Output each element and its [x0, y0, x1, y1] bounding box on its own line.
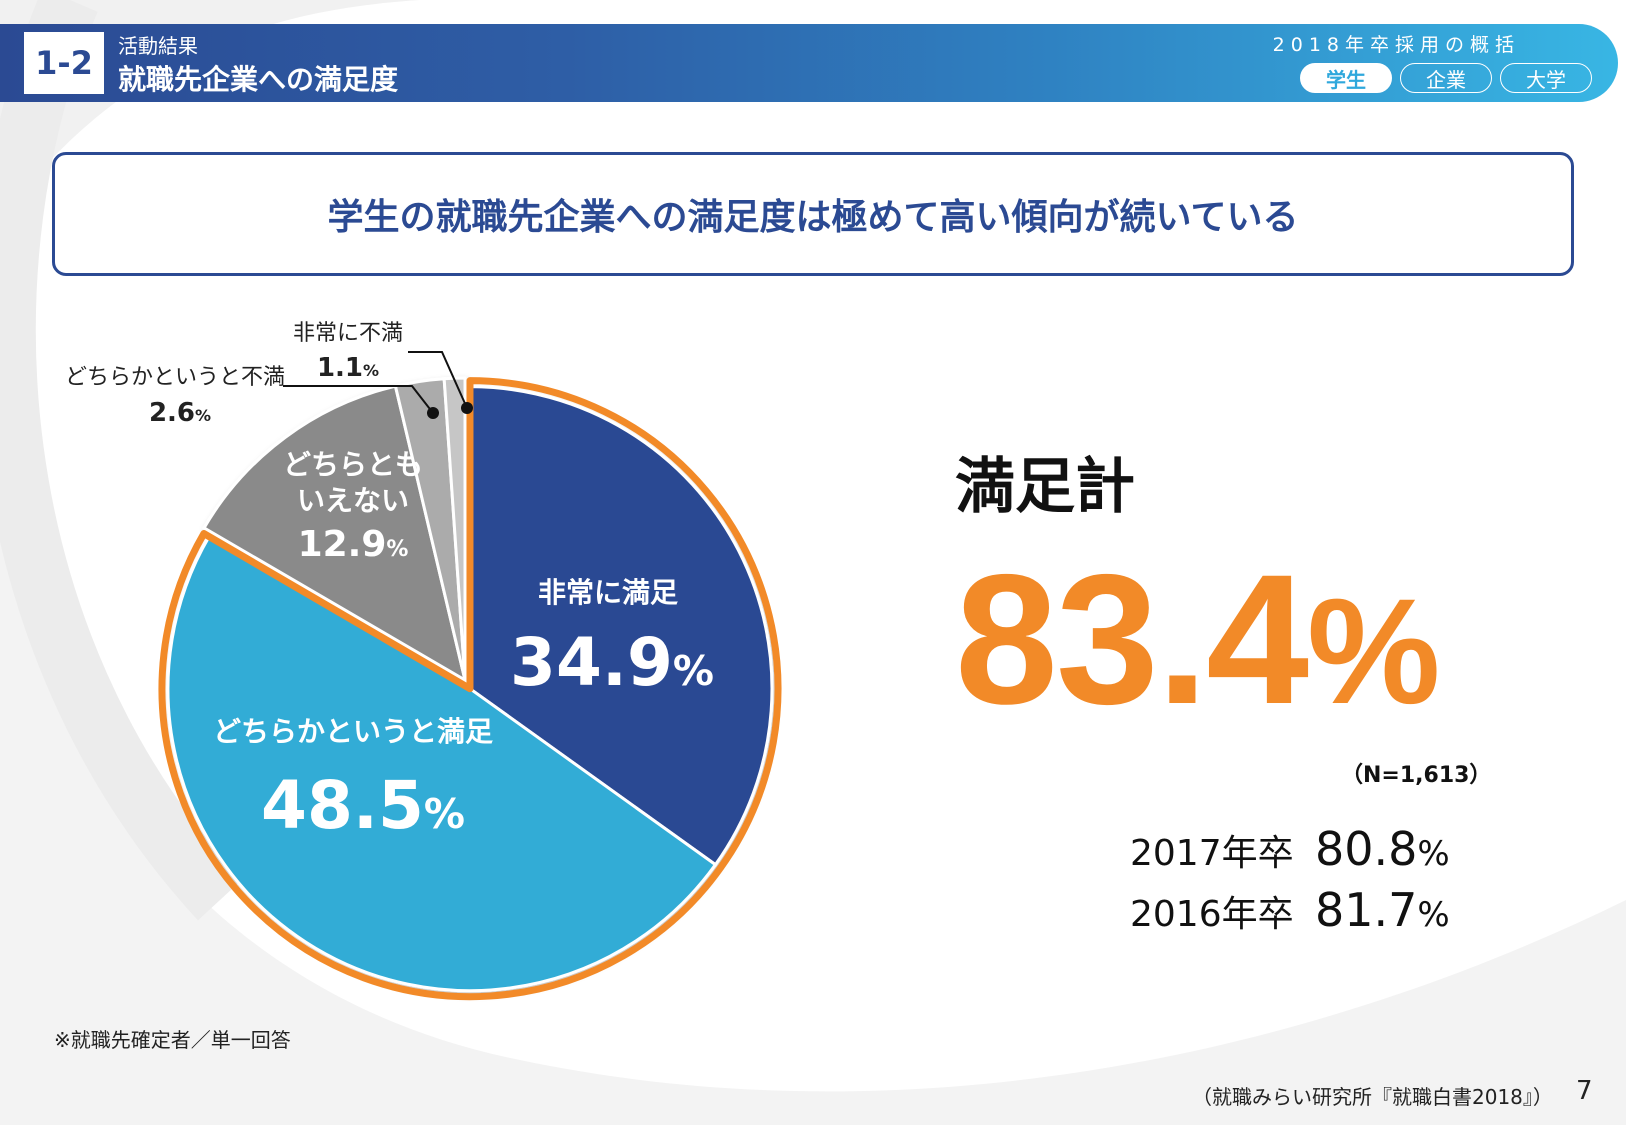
callout-value: 2.6% [149, 398, 211, 428]
callout-value: 1.1% [317, 353, 379, 383]
previous-year-value: 80.8 [1315, 822, 1418, 876]
slice-value: 12.9% [298, 524, 409, 565]
slice-label: 非常に満足 [538, 576, 678, 609]
pie-slice [202, 384, 468, 684]
slice-label: どちらかというと満足 [213, 715, 493, 748]
callout-leader-line [283, 385, 434, 414]
total-value-unit: % [1307, 567, 1441, 735]
slice-value: 34.9% [510, 624, 714, 701]
slice-label: いえない [297, 484, 409, 517]
summary-title: 2018年卒採用の概括 [1272, 34, 1520, 56]
total-value-number: 83.4 [955, 537, 1309, 743]
previous-year-value: 81.7 [1315, 883, 1418, 937]
section-number: 1-2 [24, 32, 104, 94]
tab-companies[interactable]: 企業 [1400, 63, 1492, 93]
total-satisfaction-value: 83.4% [955, 548, 1440, 733]
footnote: ※就職先確定者／単一回答 [54, 1028, 291, 1052]
section-title: 就職先企業への満足度 [118, 63, 399, 96]
previous-year-row: 2017年卒 80.8 % [1130, 822, 1450, 876]
previous-year-unit: % [1417, 895, 1450, 935]
audience-tabs: 学生 企業 大学 [1300, 63, 1592, 93]
previous-year-row: 2016年卒 81.7 % [1130, 883, 1450, 937]
page-number: 7 [1576, 1076, 1593, 1106]
tab-universities[interactable]: 大学 [1500, 63, 1592, 93]
callout-label: 非常に不満 [293, 321, 403, 346]
sample-size: （N=1,613） [1341, 763, 1492, 788]
satisfied-highlight-outline [158, 377, 782, 1001]
callout-dot [461, 402, 473, 414]
header-bar: 1-2 活動結果 就職先企業への満足度 2018年卒採用の概括 学生 企業 大学 [0, 24, 1618, 102]
tab-students[interactable]: 学生 [1300, 63, 1392, 93]
source-citation: （就職みらい研究所『就職白書2018』） [1192, 1085, 1553, 1109]
section-subtitle: 活動結果 [118, 34, 198, 58]
pie-slice [166, 534, 718, 993]
slice-label: どちらとも [283, 448, 423, 481]
headline-box: 学生の就職先企業への満足度は極めて高い傾向が続いている [52, 152, 1574, 276]
slice-value: 48.5% [261, 767, 465, 844]
previous-year-label: 2017年卒 [1130, 833, 1294, 874]
callout-leader-line [408, 351, 468, 409]
previous-year-unit: % [1417, 834, 1450, 874]
callout-label: どちらかというと不満 [65, 365, 285, 390]
callout-dot [427, 407, 439, 419]
total-satisfaction-label: 満足計 [955, 452, 1135, 522]
pie-slice [468, 385, 774, 867]
previous-year-label: 2016年卒 [1130, 894, 1294, 935]
